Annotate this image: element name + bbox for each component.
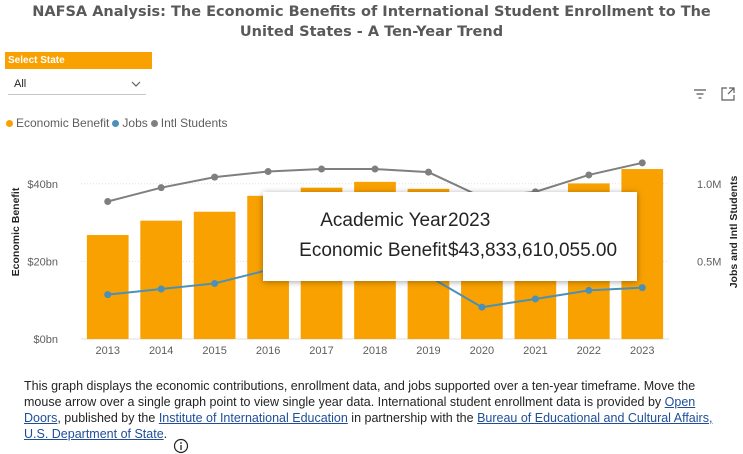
- x-tick-label: 2020: [470, 345, 494, 357]
- title-line-2: United States - A Ten-Year Trend: [239, 24, 504, 40]
- point-intl-students[interactable]: [264, 168, 272, 176]
- point-jobs[interactable]: [104, 291, 112, 299]
- y-right-tick-label: 1.0M: [697, 179, 721, 191]
- legend-dot-jobs: [112, 119, 120, 127]
- y-left-axis-label: Economic Benefit: [10, 187, 22, 276]
- bar-economic-benefit[interactable]: [193, 211, 236, 339]
- legend-label-students: Intl Students: [160, 116, 228, 130]
- x-tick-label: 2018: [363, 345, 387, 357]
- chart-description: This graph displays the economic contrib…: [24, 378, 724, 442]
- eca-link[interactable]: Bureau of Educational and Cultural Affai…: [24, 411, 713, 441]
- description-text-4: .: [163, 427, 168, 441]
- x-tick-label: 2014: [149, 345, 173, 357]
- point-jobs[interactable]: [585, 286, 593, 294]
- point-intl-students[interactable]: [157, 184, 165, 192]
- x-tick-label: 2019: [416, 345, 440, 357]
- filter-icon[interactable]: [692, 86, 708, 102]
- focus-mode-icon[interactable]: [720, 86, 736, 102]
- state-slicer-header: Select State: [5, 52, 152, 69]
- legend-item-intl-students[interactable]: Intl Students: [150, 116, 228, 130]
- legend-dot-students: [150, 119, 158, 127]
- point-intl-students[interactable]: [104, 197, 112, 205]
- x-tick-label: 2016: [256, 345, 280, 357]
- y-right-tick-label: 0.5M: [697, 256, 721, 268]
- bar-economic-benefit[interactable]: [86, 235, 129, 339]
- open-doors-link[interactable]: Open Doors: [24, 395, 696, 425]
- iie-link[interactable]: Institute of International Education: [158, 411, 348, 425]
- description-text-1: This graph displays the economic contrib…: [24, 379, 696, 409]
- x-tick-label: 2017: [309, 345, 333, 357]
- tooltip-benefit-value: $43,833,610,055.00: [448, 240, 618, 261]
- page-title: NAFSA Analysis: The Economic Benefits of…: [0, 2, 743, 42]
- description-text-3: in partnership with the: [347, 411, 478, 425]
- point-jobs[interactable]: [531, 295, 539, 303]
- title-line-1: NAFSA Analysis: The Economic Benefits of…: [32, 4, 711, 20]
- point-jobs[interactable]: [638, 284, 646, 292]
- point-intl-students[interactable]: [211, 173, 219, 181]
- point-intl-students[interactable]: [371, 165, 379, 173]
- chevron-down-icon: [131, 81, 141, 87]
- legend-item-jobs[interactable]: Jobs: [112, 116, 148, 130]
- x-tick-label: 2023: [630, 345, 654, 357]
- point-intl-students[interactable]: [424, 168, 432, 176]
- chart-tooltip: Academic Year 2023 Economic Benefit $43,…: [263, 192, 637, 281]
- legend-item-economic-benefit[interactable]: Economic Benefit: [6, 116, 109, 130]
- point-intl-students[interactable]: [638, 159, 646, 167]
- tooltip-year-value: 2023: [448, 210, 491, 231]
- point-intl-students[interactable]: [318, 165, 326, 173]
- y-left-tick-label: $20bn: [27, 256, 58, 268]
- point-jobs[interactable]: [211, 279, 219, 287]
- y-right-axis-label: Jobs and Intl Students: [728, 176, 740, 289]
- legend-label-jobs: Jobs: [122, 116, 148, 130]
- y-left-tick-label: $0bn: [34, 334, 58, 346]
- y-left-tick-label: $40bn: [27, 179, 58, 191]
- x-tick-label: 2021: [523, 345, 547, 357]
- description-text-2: , published by the: [57, 411, 159, 425]
- tooltip-benefit-label: Economic Benefit: [299, 240, 447, 261]
- legend-label-benefit: Economic Benefit: [16, 116, 110, 130]
- point-jobs[interactable]: [478, 303, 486, 311]
- x-tick-label: 2015: [202, 345, 226, 357]
- state-slicer-dropdown[interactable]: All: [8, 74, 146, 95]
- point-intl-students[interactable]: [585, 171, 593, 179]
- bar-economic-benefit[interactable]: [140, 220, 183, 339]
- tooltip-year-label: Academic Year: [320, 210, 447, 231]
- legend-dot-benefit: [6, 119, 13, 127]
- x-tick-label: 2022: [577, 345, 601, 357]
- point-jobs[interactable]: [157, 285, 165, 293]
- chart-legend: Economic Benefit Jobs Intl Students: [6, 116, 230, 130]
- x-tick-label: 2013: [95, 345, 119, 357]
- state-slicer-value: All: [14, 78, 27, 90]
- info-icon[interactable]: [173, 438, 189, 454]
